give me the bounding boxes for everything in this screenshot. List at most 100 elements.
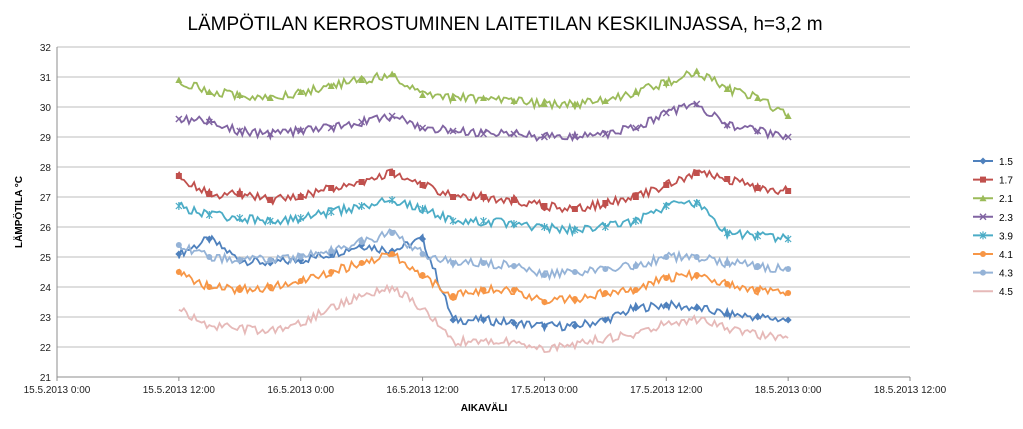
data-point xyxy=(510,197,517,203)
data-point xyxy=(693,254,700,260)
legend-label: 4.1 xyxy=(999,250,1013,261)
y-axis-title: LÄMPÖTILA °C xyxy=(12,176,25,248)
data-point xyxy=(328,185,335,191)
data-point xyxy=(449,316,457,324)
data-point xyxy=(206,284,213,290)
data-point xyxy=(632,217,640,225)
data-point xyxy=(601,97,609,104)
legend-label: 4.3 xyxy=(999,269,1013,280)
data-point xyxy=(724,176,731,182)
data-point xyxy=(754,313,762,321)
data-point xyxy=(480,194,487,200)
data-point xyxy=(236,287,243,293)
y-tick-label: 22 xyxy=(40,343,52,354)
series-line xyxy=(178,168,789,214)
data-point xyxy=(236,191,243,197)
data-point xyxy=(175,242,182,248)
data-point xyxy=(510,287,517,293)
data-point xyxy=(266,130,274,138)
data-point xyxy=(663,275,670,281)
data-point xyxy=(388,112,396,120)
y-tick-label: 21 xyxy=(40,373,52,384)
tick-labels: 21 22 23 24 25 26 27 28 29 30 31 32 15.5.2013 0:00 15… xyxy=(24,43,947,396)
series-2.3 xyxy=(175,100,792,143)
data-point xyxy=(297,88,305,95)
data-point xyxy=(266,217,274,225)
data-point xyxy=(388,70,396,77)
data-point xyxy=(419,124,427,132)
data-point xyxy=(754,232,762,240)
data-point xyxy=(723,85,731,92)
data-point xyxy=(236,127,244,135)
data-point xyxy=(662,109,670,117)
series-line xyxy=(178,228,789,282)
data-point xyxy=(510,97,518,104)
data-point xyxy=(602,290,609,296)
legend-marker xyxy=(980,269,986,276)
data-point xyxy=(632,263,639,269)
data-point xyxy=(205,118,213,126)
data-point xyxy=(693,304,701,312)
data-point xyxy=(632,124,640,132)
data-point xyxy=(267,284,274,290)
data-point xyxy=(480,94,487,101)
data-point xyxy=(205,88,213,95)
series-line xyxy=(178,252,789,306)
data-point xyxy=(175,250,183,258)
y-tick-label: 26 xyxy=(40,223,52,234)
data-point xyxy=(175,202,183,210)
data-point xyxy=(297,278,304,284)
series-3.9 xyxy=(175,196,792,244)
data-point xyxy=(632,304,640,312)
data-point xyxy=(784,112,792,119)
legend-label: 2.1 xyxy=(999,194,1013,205)
data-point xyxy=(358,76,366,83)
data-point xyxy=(328,269,335,275)
series-4.5 xyxy=(178,283,789,354)
data-point xyxy=(358,202,366,210)
data-point xyxy=(571,133,579,141)
data-point xyxy=(297,254,304,260)
data-point xyxy=(419,235,427,243)
data-point xyxy=(205,211,213,219)
x-tick-label: 16.5.2013 12:00 xyxy=(386,385,459,396)
y-tick-label: 23 xyxy=(40,313,52,324)
data-point xyxy=(358,260,365,266)
data-point xyxy=(541,299,548,305)
data-point xyxy=(571,226,579,234)
data-point xyxy=(632,287,639,293)
data-point xyxy=(175,173,182,179)
data-point xyxy=(601,316,609,324)
data-point xyxy=(693,100,701,108)
data-point xyxy=(419,91,427,98)
data-point xyxy=(450,293,457,299)
data-point xyxy=(785,290,792,296)
legend-marker xyxy=(979,213,987,221)
data-point xyxy=(389,230,396,236)
data-point xyxy=(205,235,213,243)
data-point xyxy=(571,206,578,212)
data-point xyxy=(540,322,548,330)
data-point xyxy=(175,115,183,123)
y-tick-label: 27 xyxy=(40,193,52,204)
data-point xyxy=(419,272,426,278)
data-point xyxy=(754,185,761,191)
data-point xyxy=(419,205,426,213)
data-point xyxy=(541,203,548,209)
data-point xyxy=(510,220,518,228)
data-point xyxy=(540,133,548,141)
x-tick-label: 17.5.2013 12:00 xyxy=(630,385,703,396)
data-point xyxy=(571,322,579,330)
data-point xyxy=(297,214,305,222)
data-point xyxy=(632,88,640,95)
legend-marker xyxy=(979,231,987,240)
data-point xyxy=(540,100,548,107)
series-line xyxy=(178,233,789,333)
legend-label: 2.3 xyxy=(999,213,1013,224)
legend-label: 4.5 xyxy=(999,287,1013,298)
data-point xyxy=(541,223,548,231)
data-point xyxy=(510,130,518,138)
x-axis-title: AIKAVÄLI xyxy=(461,401,508,414)
